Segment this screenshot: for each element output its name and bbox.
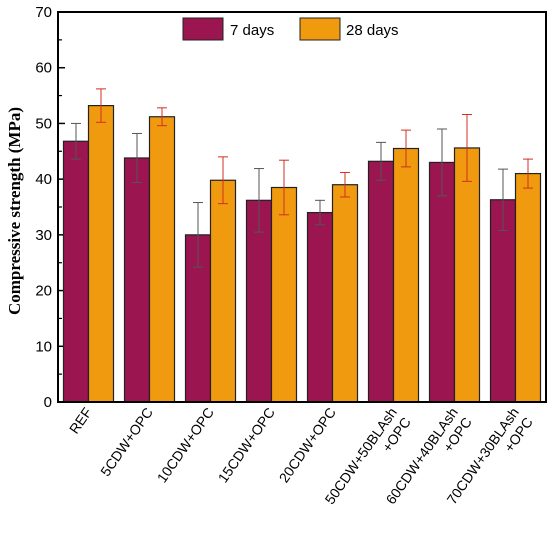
bar-28-days (331, 184, 359, 403)
bar-7-days (245, 199, 273, 403)
bar-28-days (148, 116, 176, 403)
plot-frame (57, 11, 547, 403)
bar-7-days (306, 211, 334, 403)
bar-28-days (392, 147, 420, 403)
bar-7-days (62, 140, 90, 403)
bar-7-days (123, 157, 151, 403)
bar-28-days (270, 186, 298, 403)
x-category-label: REF (66, 405, 95, 437)
y-tick-label: 30 (35, 227, 52, 244)
y-tick-label: 10 (35, 338, 52, 355)
legend: 7 days 28 days (182, 17, 399, 41)
bar-7-days (367, 160, 395, 403)
y-tick-label: 70 (35, 4, 52, 21)
x-category-label-line: 15CDW+OPC (215, 405, 278, 486)
x-category-label: 15CDW+OPC (215, 405, 278, 486)
y-tick-label: 40 (35, 171, 52, 188)
bars-layer (62, 104, 542, 403)
legend-swatch-7-days (182, 17, 224, 41)
y-tick-label: 20 (35, 283, 52, 300)
x-category-label-line: 5CDW+OPC (97, 405, 156, 479)
x-category-label-line: REF (66, 405, 95, 437)
x-category-label-line: 10CDW+OPC (154, 405, 217, 486)
bar-7-days (428, 161, 456, 403)
y-tick-label: 50 (35, 115, 52, 132)
y-tick-label: 60 (35, 60, 52, 77)
y-tick-label: 0 (44, 394, 52, 411)
x-category-label: 10CDW+OPC (154, 405, 217, 486)
error-bars-layer (71, 88, 533, 268)
legend-swatch-28-days (299, 17, 341, 41)
x-category-label: 20CDW+OPC (276, 405, 339, 486)
x-category-label-line: 20CDW+OPC (276, 405, 339, 486)
bar-28-days (453, 147, 481, 403)
bar-7-days (489, 199, 517, 403)
y-axis-title: Compressive strength (MPa) (5, 107, 24, 315)
bar-28-days (514, 172, 542, 403)
legend-label-28-days: 28 days (346, 22, 399, 39)
bar-28-days (87, 104, 115, 403)
legend-label-7-days: 7 days (230, 22, 274, 39)
bar-28-days (209, 179, 237, 403)
x-category-label: 5CDW+OPC (97, 405, 156, 479)
